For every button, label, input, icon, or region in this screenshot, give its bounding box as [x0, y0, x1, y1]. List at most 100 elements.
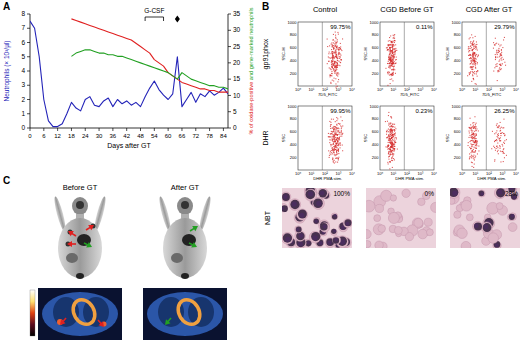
- cell-dot: [386, 137, 387, 138]
- cell-dot: [390, 150, 391, 151]
- cell-dot: [339, 49, 340, 50]
- cell-dot: [469, 153, 470, 154]
- cell-dot: [476, 44, 477, 45]
- cell-dot: [501, 133, 502, 134]
- cell-dot: [501, 57, 502, 58]
- cell-dot: [500, 55, 501, 56]
- cell-dot: [470, 72, 471, 73]
- formazan: [298, 241, 303, 246]
- x-tick-label: 0: [28, 133, 32, 139]
- cell-dot: [328, 136, 329, 137]
- y2-tick: [228, 14, 231, 15]
- cell-dot: [333, 47, 334, 48]
- cell-dot: [387, 49, 388, 50]
- cell-dot: [334, 66, 335, 67]
- cell-dot: [337, 41, 338, 42]
- cell-dot: [390, 142, 391, 143]
- cell-dot: [333, 45, 334, 46]
- cell-dot: [496, 125, 497, 126]
- cell: [450, 188, 460, 198]
- cell: [366, 240, 371, 247]
- cell-dot: [504, 157, 505, 158]
- cell-dot: [475, 36, 476, 37]
- cell-dot: [338, 139, 339, 140]
- cell-dot: [337, 141, 338, 142]
- cell-dot: [392, 144, 393, 145]
- cell-dot: [475, 140, 476, 141]
- cell-dot: [332, 53, 333, 54]
- cell-dot: [337, 66, 338, 67]
- cell-dot: [470, 156, 471, 157]
- cell-dot: [388, 45, 389, 46]
- cell-dot: [395, 137, 396, 138]
- cell-dot: [388, 148, 389, 149]
- cell-dot: [338, 131, 339, 132]
- cell-dot: [333, 57, 334, 58]
- bladder: [181, 273, 189, 279]
- cell-dot: [467, 75, 468, 76]
- cell-dot: [336, 147, 337, 148]
- cell-dot: [475, 47, 476, 48]
- cell-dot: [332, 63, 333, 64]
- x-tick-label: 84: [220, 133, 227, 139]
- cell-dot: [395, 51, 396, 52]
- cell-dot: [496, 140, 497, 141]
- cell-dot: [469, 147, 470, 148]
- cell-dot: [334, 78, 335, 79]
- x-tick-label: 30: [96, 133, 103, 139]
- cell-dot: [335, 51, 336, 52]
- cell-dot: [332, 157, 333, 158]
- cell-dot: [499, 69, 500, 70]
- cell-dot: [341, 50, 342, 51]
- cell-dot: [335, 145, 336, 146]
- cell-dot: [333, 49, 334, 50]
- cell-dot: [391, 78, 392, 79]
- cell-dot: [334, 63, 335, 64]
- cell-dot: [503, 148, 504, 149]
- cell-dot: [477, 141, 478, 142]
- cell-dot: [329, 155, 330, 156]
- cell-dot: [335, 32, 336, 33]
- cell-dot: [392, 134, 393, 135]
- cell-dot: [393, 52, 394, 53]
- cell-dot: [331, 75, 332, 76]
- formazan: [474, 224, 479, 229]
- cell-dot: [334, 61, 335, 62]
- cell-dot: [474, 46, 475, 47]
- cell-dot: [335, 56, 336, 57]
- cell-dot: [341, 126, 342, 127]
- cell-dot: [391, 142, 392, 143]
- cell-dot: [391, 69, 392, 70]
- y-axis-label: SSC: [445, 134, 450, 143]
- cell-dot: [337, 62, 338, 63]
- cell-dot: [335, 161, 336, 162]
- cell-dot: [340, 62, 341, 63]
- y-tick: [27, 71, 30, 72]
- cell-dot: [332, 141, 333, 142]
- cell-dot: [502, 145, 503, 146]
- cell-dot: [472, 69, 473, 70]
- percentage: 26.25%: [494, 108, 515, 114]
- cell-dot: [475, 140, 476, 141]
- formazan: [474, 223, 482, 231]
- cell-dot: [340, 55, 341, 56]
- cell-dot: [391, 54, 392, 55]
- cell-dot: [390, 146, 391, 147]
- cell-dot: [496, 146, 497, 147]
- cell-dot: [388, 71, 389, 72]
- cell-dot: [496, 52, 497, 53]
- cell-dot: [336, 143, 337, 144]
- cell-dot: [332, 64, 333, 65]
- cell-dot: [338, 150, 339, 151]
- cell-dot: [330, 145, 331, 146]
- cell: [466, 214, 473, 221]
- percentage: 100%: [333, 190, 350, 197]
- cell-dot: [336, 127, 337, 128]
- cell-dot: [390, 57, 391, 58]
- cell-dot: [388, 45, 389, 46]
- cell-dot: [391, 147, 392, 148]
- cell-dot: [475, 133, 476, 134]
- cell-dot: [494, 67, 495, 68]
- cell-dot: [472, 156, 473, 157]
- cell-dot: [470, 67, 471, 68]
